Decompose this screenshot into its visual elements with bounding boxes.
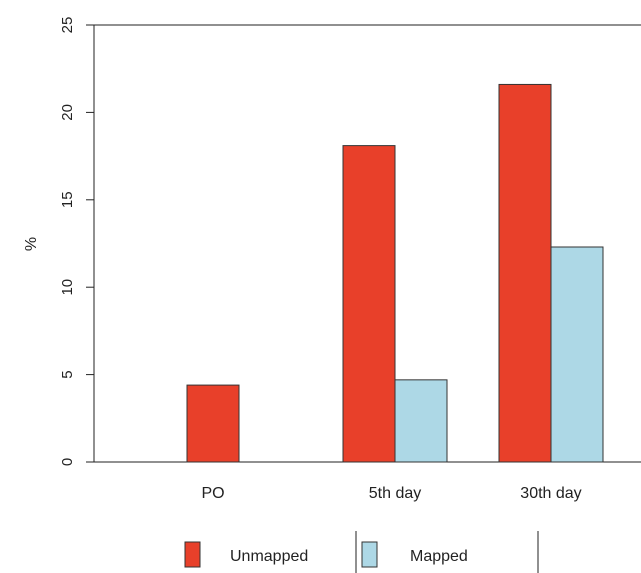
y-tick-label: 0 [59, 458, 76, 466]
bar-mapped-2 [550, 246, 604, 463]
legend-label: Unmapped [230, 548, 308, 565]
bars [186, 83, 604, 463]
y-tick-label: 10 [59, 279, 76, 296]
y-ticks: 0 5 10 15 20 25 [59, 17, 94, 466]
legend-swatch-mapped [361, 541, 378, 568]
category-labels: PO 5th day 30th day [201, 485, 581, 502]
bar-mapped-1 [394, 379, 448, 463]
y-tick-label: 5 [59, 370, 76, 378]
bar-unmapped-1 [342, 145, 396, 463]
category-label: 5th day [369, 485, 421, 502]
y-tick-label: 15 [59, 191, 76, 208]
bar-unmapped-0 [186, 384, 240, 463]
legend-swatch-unmapped [184, 541, 201, 568]
bar-unmapped-2 [498, 83, 552, 463]
y-tick-label: 25 [59, 17, 76, 34]
category-label: PO [201, 485, 224, 502]
legend-label: Mapped [410, 548, 468, 565]
legend: Unmapped Mapped [184, 531, 539, 573]
y-tick-label: 20 [59, 104, 76, 121]
y-axis-label: % [23, 237, 40, 251]
category-label: 30th day [520, 485, 581, 502]
